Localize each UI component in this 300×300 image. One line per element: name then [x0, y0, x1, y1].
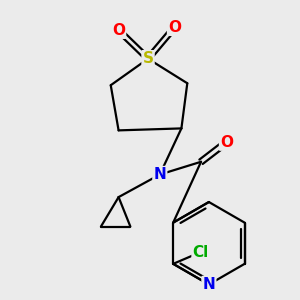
- Text: N: N: [202, 277, 215, 292]
- Text: O: O: [220, 135, 233, 150]
- Text: N: N: [153, 167, 166, 182]
- Text: O: O: [112, 23, 125, 38]
- Text: S: S: [142, 51, 154, 66]
- Text: O: O: [168, 20, 181, 35]
- Text: Cl: Cl: [193, 244, 209, 260]
